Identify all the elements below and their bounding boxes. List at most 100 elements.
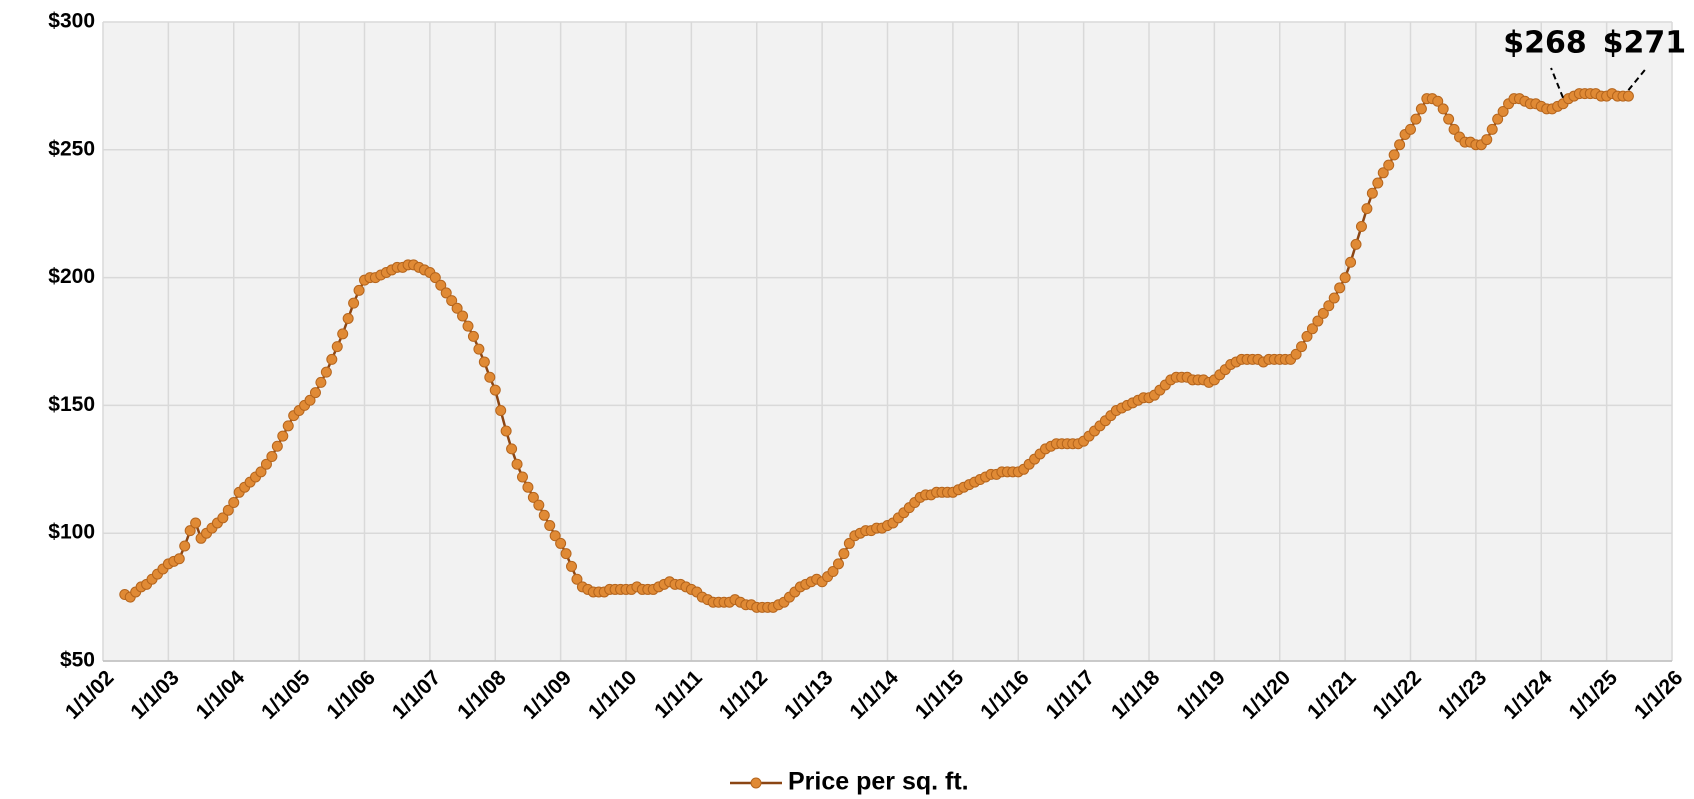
x-tick-label: 1/1/07 <box>388 666 446 724</box>
data-point <box>511 458 523 470</box>
data-point <box>173 553 185 565</box>
data-point <box>500 425 512 437</box>
data-point <box>222 504 234 516</box>
data-point <box>342 312 354 324</box>
x-tick-label: 1/1/25 <box>1565 666 1623 724</box>
x-tick-label: 1/1/17 <box>1042 666 1100 724</box>
data-point <box>527 491 539 503</box>
x-tick-label: 1/1/26 <box>1630 666 1688 724</box>
data-point <box>179 540 191 552</box>
data-point <box>429 272 441 284</box>
x-tick-label: 1/1/10 <box>584 666 642 724</box>
annotation-label: $271 <box>1603 26 1687 61</box>
data-point <box>260 458 272 470</box>
data-point <box>304 394 316 406</box>
y-tick-label: $150 <box>48 393 95 416</box>
data-point <box>1388 149 1400 161</box>
data-point <box>544 520 556 532</box>
data-point <box>282 420 294 432</box>
data-point <box>1355 220 1367 232</box>
data-point <box>1312 315 1324 327</box>
data-point <box>309 387 321 399</box>
data-point <box>1372 177 1384 189</box>
x-tick-label: 1/1/05 <box>257 666 315 724</box>
y-tick-label: $250 <box>48 137 95 160</box>
x-tick-label: 1/1/06 <box>322 666 380 724</box>
x-tick-label: 1/1/14 <box>845 666 903 724</box>
y-tick-label: $50 <box>60 649 95 672</box>
data-point <box>555 537 567 549</box>
x-tick-label: 1/1/22 <box>1368 666 1426 724</box>
x-tick-label: 1/1/23 <box>1434 666 1492 724</box>
data-point <box>1296 341 1308 353</box>
data-point <box>1361 203 1373 215</box>
x-tick-label: 1/1/02 <box>61 666 119 724</box>
x-tick-label: 1/1/08 <box>453 666 511 724</box>
data-point <box>1383 159 1395 171</box>
data-point <box>1622 90 1634 102</box>
y-tick-label: $200 <box>48 265 95 288</box>
data-point <box>1323 300 1335 312</box>
data-point <box>1497 105 1509 117</box>
data-point <box>1432 95 1444 107</box>
legend-label: Price per sq. ft. <box>788 768 969 796</box>
x-tick-label: 1/1/09 <box>519 666 577 724</box>
data-point <box>457 310 469 322</box>
data-point <box>1317 307 1329 319</box>
annotation-leader <box>1550 67 1564 99</box>
x-tick-label: 1/1/13 <box>780 666 838 724</box>
data-point <box>255 466 267 478</box>
data-point <box>1437 103 1449 115</box>
x-tick-label: 1/1/19 <box>1172 666 1230 724</box>
data-point <box>1345 256 1357 268</box>
annotation-leader <box>1627 67 1648 91</box>
data-point <box>271 440 283 452</box>
data-point <box>217 512 229 524</box>
data-point <box>266 451 278 463</box>
data-point <box>1306 323 1318 335</box>
data-point <box>435 279 447 291</box>
annotation-label: $268 <box>1503 26 1587 61</box>
data-point <box>838 548 850 560</box>
data-point <box>1339 272 1351 284</box>
x-tick-label: 1/1/18 <box>1107 666 1165 724</box>
data-point <box>473 343 485 355</box>
legend-marker <box>750 777 762 789</box>
data-point <box>320 366 332 378</box>
x-tick-label: 1/1/11 <box>650 666 707 723</box>
x-tick-label: 1/1/21 <box>1303 666 1361 724</box>
data-point <box>1328 292 1340 304</box>
data-point <box>1405 123 1416 135</box>
x-tick-label: 1/1/20 <box>1238 666 1296 724</box>
data-point <box>827 566 839 578</box>
data-point <box>1443 113 1455 125</box>
data-point <box>467 330 479 342</box>
data-point <box>522 481 534 493</box>
data-point <box>1301 330 1313 342</box>
data-point <box>1410 113 1422 125</box>
data-point <box>549 530 561 542</box>
data-point <box>326 353 338 365</box>
x-tick-label: 1/1/04 <box>192 666 250 724</box>
data-point <box>484 371 496 383</box>
data-point <box>348 297 360 309</box>
data-point <box>277 430 289 442</box>
x-tick-label: 1/1/16 <box>976 666 1034 724</box>
data-point <box>1377 167 1389 179</box>
data-point <box>538 509 550 521</box>
data-point <box>571 573 583 585</box>
data-point <box>1415 103 1427 115</box>
data-point <box>1334 282 1346 294</box>
data-point <box>1486 123 1498 135</box>
data-point <box>446 295 458 307</box>
data-point <box>1492 113 1504 125</box>
data-point <box>462 320 474 332</box>
data-point <box>843 537 855 549</box>
data-point <box>451 302 463 314</box>
data-point <box>228 497 240 509</box>
y-tick-label: $100 <box>48 521 95 544</box>
data-point <box>337 328 349 340</box>
data-point <box>560 548 572 560</box>
data-point <box>495 405 507 417</box>
